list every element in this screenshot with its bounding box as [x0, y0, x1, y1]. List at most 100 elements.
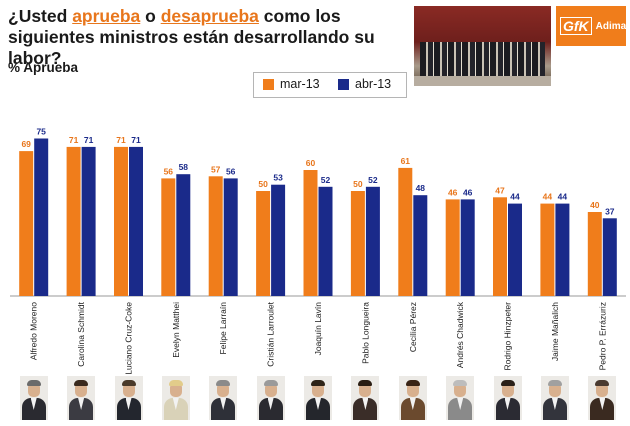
x-tick-label-andres-chadwick: Andrés Chadwick [455, 301, 465, 368]
bar-cecilia-perez-abr-13 [413, 195, 428, 296]
portrait-hair [26, 380, 41, 386]
chart-legend: mar-13 abr-13 [253, 72, 407, 98]
data-label-pablo-longueira-mar-13: 50 [353, 179, 363, 189]
data-label-joaquin-lavin-mar-13: 60 [306, 158, 316, 168]
portrait-alfredo-moreno [19, 376, 48, 420]
data-label-cristian-larroulet-abr-13: 53 [273, 173, 283, 183]
portrait-hair [74, 380, 89, 386]
portrait-hair [121, 380, 136, 386]
x-tick-label-cecilia-perez: Cecilia Pérez [408, 302, 418, 352]
portrait-shirt [362, 398, 369, 410]
portrait-hair [405, 380, 420, 386]
x-tick-label-cristian-larroulet: Cristián Larroulet [266, 301, 276, 366]
brand-logo-mark: GfK [560, 17, 592, 35]
portrait-hair [547, 380, 562, 386]
bar-pedro-p-errazuriz-mar-13 [587, 212, 602, 296]
portrait-cristian-larroulet [256, 376, 285, 420]
legend-swatch-abr-13 [338, 79, 349, 90]
portrait-shirt [220, 398, 227, 410]
bar-joaquin-lavin-abr-13 [318, 186, 333, 296]
data-label-carolina-schmidt-mar-13: 71 [69, 135, 79, 145]
bar-chart: 69 75 Alfredo Moreno 71 71 Carolina Schmidt 71… [10, 127, 626, 375]
portrait-cecilia-perez [398, 376, 427, 420]
data-label-felipe-larrain-abr-13: 56 [226, 166, 236, 176]
data-label-cecilia-perez-mar-13: 61 [401, 156, 411, 166]
portrait-andres-chadwick [446, 376, 475, 420]
x-tick-label-felipe-larrain: Felipe Larraín [218, 302, 228, 355]
bar-alfredo-moreno-mar-13 [19, 151, 34, 296]
minister-portraits [0, 376, 630, 424]
brand-logo-name: Adimark [595, 20, 630, 32]
bar-andres-chadwick-abr-13 [460, 199, 475, 296]
bar-alfredo-moreno-abr-13 [34, 138, 49, 296]
x-tick-label-joaquin-lavin: Joaquín Lavín [313, 302, 323, 356]
data-label-luciano-cruz-coke-mar-13: 71 [116, 135, 126, 145]
portrait-hair [595, 380, 610, 386]
portrait-hair [311, 380, 325, 386]
bar-pedro-p-errazuriz-abr-13 [602, 218, 617, 296]
data-label-rodrigo-hinzpeter-abr-13: 44 [510, 192, 520, 202]
bar-evelyn-matthei-abr-13 [176, 174, 191, 296]
chart-subtitle: % Aprueba [8, 60, 79, 75]
bar-luciano-cruz-coke-abr-13 [129, 146, 143, 296]
portrait-hair [500, 380, 515, 386]
data-label-rodrigo-hinzpeter-mar-13: 47 [495, 185, 505, 195]
data-label-cecilia-perez-abr-13: 48 [416, 183, 426, 193]
portrait-pablo-longueira [351, 376, 380, 420]
x-tick-label-alfredo-moreno: Alfredo Moreno [29, 302, 39, 360]
bar-felipe-larrain-mar-13 [208, 176, 223, 296]
portrait-hair [263, 380, 278, 386]
x-tick-label-rodrigo-hinzpeter: Rodrigo Hinzpeter [503, 302, 513, 371]
x-tick-label-pedro-p-errazuriz: Pedro P. Errázuriz [597, 302, 607, 370]
portrait-luciano-cruz-coke [114, 376, 143, 420]
data-label-pablo-longueira-abr-13: 52 [368, 175, 378, 185]
portrait-hair [216, 380, 231, 386]
data-label-andres-chadwick-abr-13: 46 [463, 187, 473, 197]
bar-rodrigo-hinzpeter-mar-13 [493, 197, 507, 296]
portrait-hair [453, 380, 468, 386]
bar-jaime-manalich-mar-13 [540, 203, 555, 296]
portrait-shirt [125, 398, 132, 410]
portrait-carolina-schmidt [67, 376, 96, 420]
x-tick-label-evelyn-matthei: Evelyn Matthei [171, 302, 181, 358]
x-tick-label-luciano-cruz-coke: Luciano Cruz-Coke [124, 302, 134, 375]
bar-pablo-longueira-abr-13 [365, 186, 380, 296]
portrait-shirt [78, 398, 85, 410]
data-label-carolina-schmidt-abr-13: 71 [84, 135, 94, 145]
bar-cecilia-perez-mar-13 [398, 167, 413, 296]
data-label-cristian-larroulet-mar-13: 50 [258, 179, 268, 189]
portrait-shirt [457, 398, 464, 410]
bar-evelyn-matthei-mar-13 [161, 178, 176, 296]
bar-cristian-larroulet-abr-13 [271, 184, 286, 296]
title-aprueba: aprueba [72, 6, 141, 26]
bar-cristian-larroulet-mar-13 [256, 191, 271, 296]
bar-felipe-larrain-abr-13 [223, 178, 238, 296]
legend-label-mar-13: mar-13 [280, 77, 320, 91]
chart-title: ¿Usted aprueba o desaprueba como los sig… [8, 6, 375, 68]
portrait-shirt [315, 398, 321, 410]
cabinet-photo-people [420, 42, 545, 76]
data-label-evelyn-matthei-mar-13: 56 [164, 166, 174, 176]
data-label-pedro-p-errazuriz-mar-13: 40 [590, 200, 600, 210]
portrait-shirt [504, 398, 511, 410]
portrait-felipe-larrain [209, 376, 238, 420]
bar-luciano-cruz-coke-mar-13 [114, 146, 128, 296]
portrait-evelyn-matthei [161, 376, 190, 420]
portrait-shirt [267, 398, 274, 410]
bar-carolina-schmidt-abr-13 [81, 146, 96, 296]
portrait-shirt [172, 398, 179, 410]
portrait-shirt [30, 398, 37, 410]
portrait-hair [358, 380, 373, 386]
data-label-felipe-larrain-mar-13: 57 [211, 164, 221, 174]
portrait-shirt [409, 398, 416, 410]
bar-andres-chadwick-mar-13 [445, 199, 460, 296]
data-label-joaquin-lavin-abr-13: 52 [321, 175, 331, 185]
bar-carolina-schmidt-mar-13 [66, 146, 81, 296]
x-tick-label-carolina-schmidt: Carolina Schmidt [76, 301, 86, 366]
brand-logo: GfK Adimark [556, 6, 630, 46]
data-label-alfredo-moreno-mar-13: 69 [21, 139, 31, 149]
data-label-jaime-manalich-mar-13: 44 [543, 192, 553, 202]
portrait-shirt [599, 398, 606, 410]
portrait-rodrigo-hinzpeter [493, 376, 522, 420]
data-label-andres-chadwick-mar-13: 46 [448, 187, 458, 197]
